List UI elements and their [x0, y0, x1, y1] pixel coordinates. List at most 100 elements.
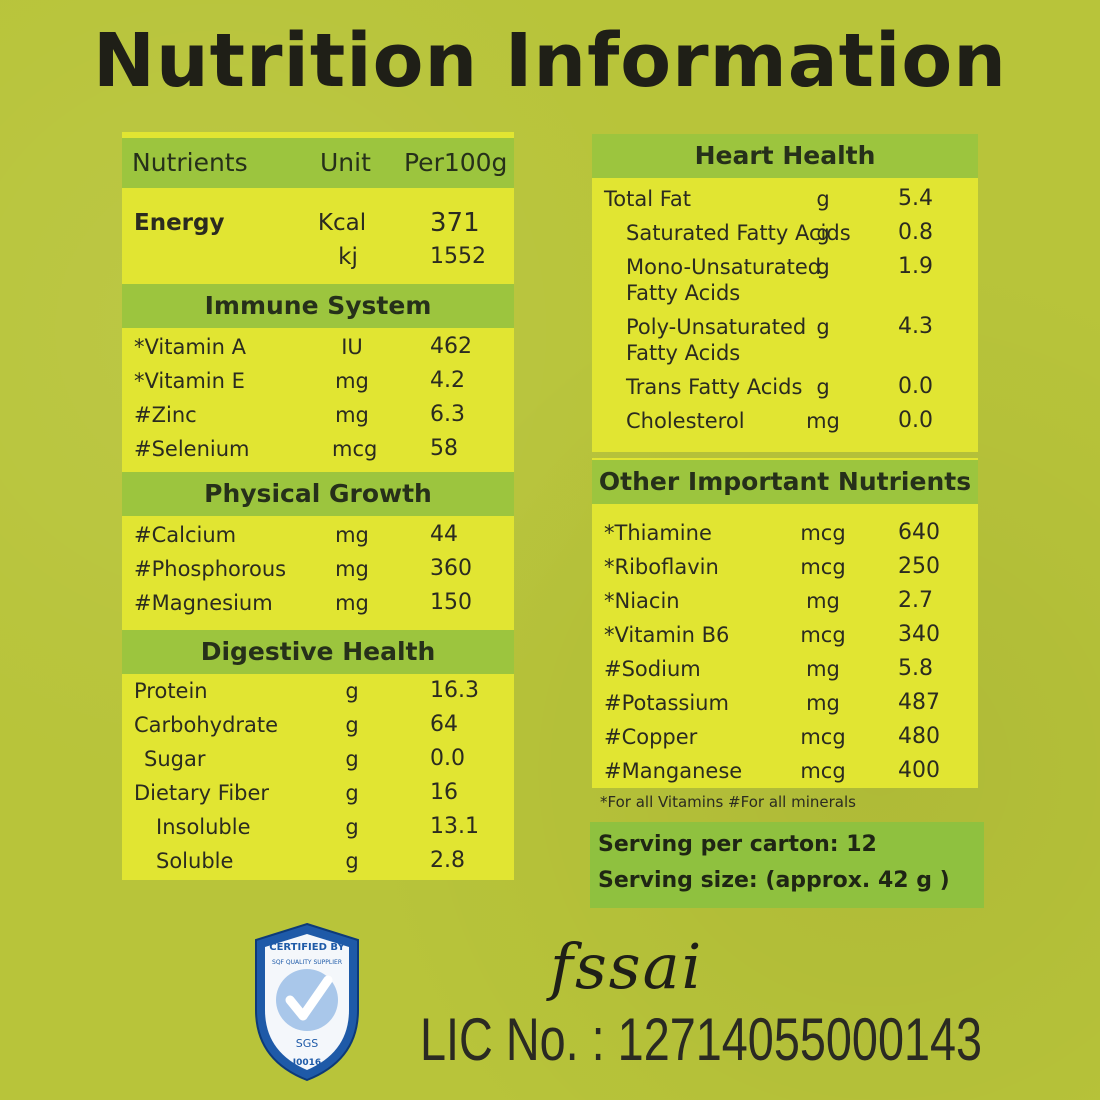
nutrient-unit: mcg [800, 555, 846, 579]
mono-row-cont: Fatty Acids [592, 276, 978, 310]
mono-row: Mono-Unsaturated g 1.9 [592, 250, 978, 284]
nutrient-value: 64 [430, 712, 458, 737]
nutrient-value: 1.9 [898, 254, 933, 279]
nutrient-name: *Vitamin B6 [604, 623, 730, 647]
right-panel-top [592, 134, 978, 452]
nutrient-value: 5.8 [898, 656, 933, 681]
seal-sgs-text: SGS [296, 1037, 319, 1050]
nutrient-unit: mg [806, 691, 840, 715]
nutrient-name: Carbohydrate [134, 713, 279, 737]
nutrient-row: *Riboflavin mcg 250 [592, 550, 978, 584]
nutrient-name: Insoluble [156, 815, 251, 839]
digestive-band: Digestive Health [122, 630, 514, 674]
serving-box: Serving per carton: 12 Serving size: (ap… [590, 822, 984, 908]
header-per100g: Per100g [404, 148, 508, 177]
nutrient-unit: mg [335, 523, 369, 547]
nutrient-name: *Vitamin A [134, 335, 246, 359]
nutrient-unit: mcg [800, 623, 846, 647]
nutrient-name: Saturated Fatty Acids [626, 221, 851, 245]
nutrient-value: 340 [898, 622, 940, 647]
energy-unit-kj: kj [338, 244, 358, 270]
cholesterol-row: Cholesterol mg 0.0 [592, 404, 978, 438]
nutrient-value: 0.0 [898, 408, 933, 433]
nutrient-name: #Magnesium [134, 591, 273, 615]
license-number: LIC No. : 12714055000143 [420, 1006, 983, 1073]
nutrients-header-band: Nutrients Unit Per100g [122, 138, 514, 188]
nutrient-unit: mcg [800, 725, 846, 749]
nutrient-row: #Magnesium mg 150 [122, 586, 514, 620]
total-fat-row: Total Fat g 5.4 [592, 182, 978, 216]
nutrient-unit: g [816, 315, 830, 339]
nutrient-name: Poly-Unsaturated [626, 315, 807, 339]
growth-band: Physical Growth [122, 472, 514, 516]
nutrient-unit: g [816, 375, 830, 399]
nutrient-value: 360 [430, 556, 472, 581]
nutrient-value: 16 [430, 780, 458, 805]
trans-row: Trans Fatty Acids g 0.0 [592, 370, 978, 404]
nutrient-unit: g [345, 781, 359, 805]
energy-unit-kcal: Kcal [317, 210, 367, 236]
nutrient-name: #Sodium [604, 657, 701, 681]
nutrient-unit: g [816, 221, 830, 245]
nutrient-name: Protein [134, 679, 208, 703]
nutrient-unit: mg [806, 409, 840, 433]
fssai-logo: fssai [550, 930, 704, 1003]
nutrient-value: 400 [898, 758, 940, 783]
nutrient-value: 44 [430, 522, 458, 547]
nutrient-row: *Vitamin E mg 4.2 [122, 364, 514, 398]
nutrient-unit: mcg [332, 437, 378, 461]
nutrient-name: Trans Fatty Acids [626, 375, 803, 399]
nutrient-value: 2.7 [898, 588, 933, 613]
nutrient-row: #Sodium mg 5.8 [592, 652, 978, 686]
nutrient-row: Dietary Fiber g 16 [122, 776, 514, 810]
nutrient-row: #Selenium mcg 58 [122, 432, 514, 466]
nutrient-row: Soluble g 2.8 [122, 844, 514, 878]
serving-size: Serving size: (approx. 42 g ) [598, 868, 950, 893]
nutrient-name-cont: Fatty Acids [626, 281, 741, 305]
nutrient-value: 16.3 [430, 678, 479, 703]
nutrient-row: *Thiamine mcg 640 [592, 516, 978, 550]
immune-band: Immune System [122, 284, 514, 328]
nutrient-value: 250 [898, 554, 940, 579]
nutrient-name: Cholesterol [626, 409, 745, 433]
seal-ring-text: SQF QUALITY SUPPLIER [272, 959, 342, 966]
poly-row-cont: Fatty Acids [592, 336, 978, 370]
nutrient-value: 13.1 [430, 814, 479, 839]
nutrient-value: 487 [898, 690, 940, 715]
nutrient-name: *Niacin [604, 589, 680, 613]
nutrient-row: *Vitamin B6 mcg 340 [592, 618, 978, 652]
nutrient-unit: mg [806, 589, 840, 613]
nutrient-row: #Copper mcg 480 [592, 720, 978, 754]
nutrient-unit: g [345, 747, 359, 771]
nutrient-unit: g [816, 187, 830, 211]
nutrient-value: 6.3 [430, 402, 465, 427]
nutrient-unit: g [345, 815, 359, 839]
nutrient-value: 2.8 [430, 848, 465, 873]
nutrient-row: Insoluble g 13.1 [122, 810, 514, 844]
footnote: *For all Vitamins #For all minerals [600, 793, 856, 811]
nutrient-value: 4.2 [430, 368, 465, 393]
nutrient-name: #Zinc [134, 403, 197, 427]
heart-band: Heart Health [592, 134, 978, 178]
right-panel-bottom [592, 458, 978, 788]
energy-value-kj: 1552 [430, 244, 486, 269]
nutrient-name: #Calcium [134, 523, 237, 547]
nutrient-unit: mcg [800, 521, 846, 545]
nutrient-value: 0.8 [898, 220, 933, 245]
header-nutrients: Nutrients [132, 148, 248, 177]
nutrient-name: *Riboflavin [604, 555, 719, 579]
nutrient-value: 5.4 [898, 186, 933, 211]
nutrient-row: #Phosphorous mg 360 [122, 552, 514, 586]
nutrient-name: Dietary Fiber [134, 781, 270, 805]
nutrient-value: 480 [898, 724, 940, 749]
nutrient-unit: IU [341, 335, 363, 359]
nutrient-unit: g [345, 713, 359, 737]
nutrient-name: Sugar [144, 747, 206, 771]
energy-value-kcal: 371 [430, 208, 480, 238]
nutrient-row: Sugar g 0.0 [122, 742, 514, 776]
nutrient-name: #Selenium [134, 437, 250, 461]
nutrient-unit: g [345, 849, 359, 873]
nutrient-row: #Zinc mg 6.3 [122, 398, 514, 432]
nutrient-row: *Vitamin A IU 462 [122, 330, 514, 364]
poly-row: Poly-Unsaturated g 4.3 [592, 310, 978, 344]
